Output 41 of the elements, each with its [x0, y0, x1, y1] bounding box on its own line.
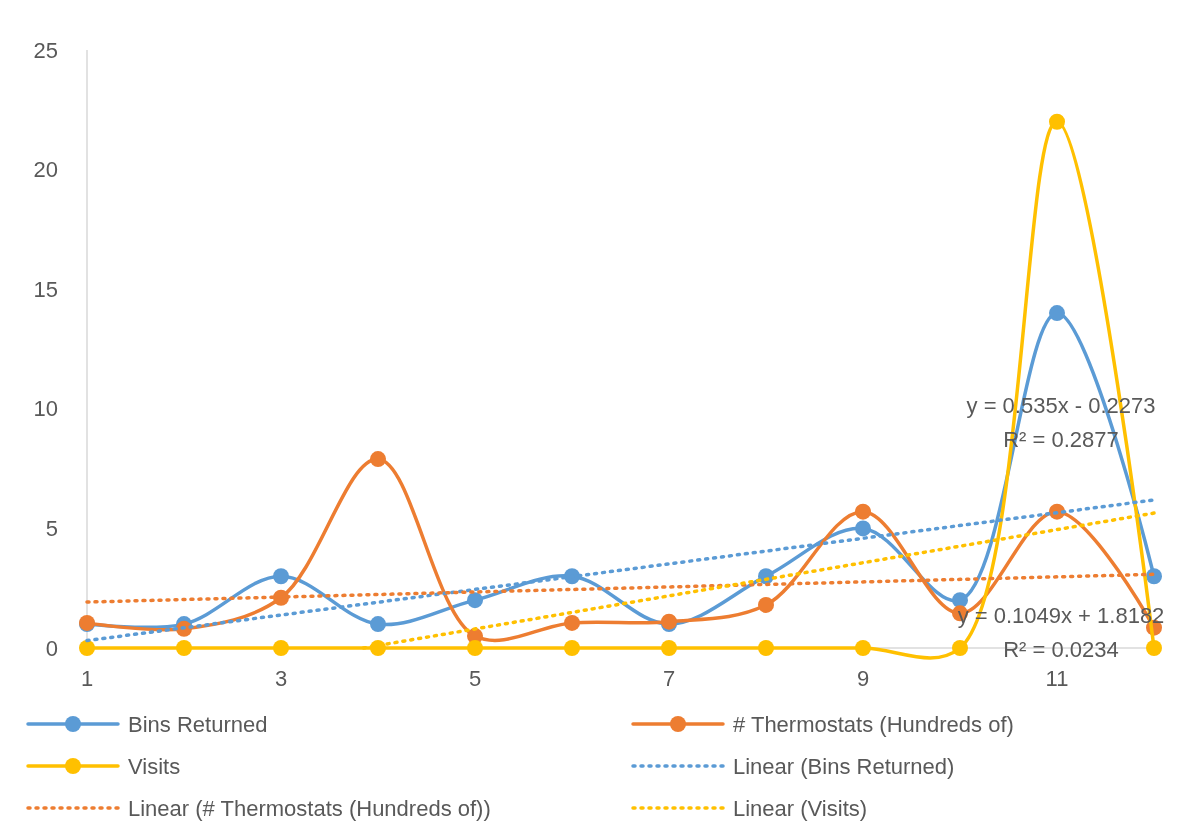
point — [370, 451, 386, 468]
legend-label: # Thermostats (Hundreds of) — [733, 711, 1014, 737]
point — [176, 640, 192, 656]
y-tick-label: 25 — [33, 37, 58, 63]
legend-label: Bins Returned — [128, 711, 268, 737]
point — [273, 568, 289, 585]
point — [1146, 568, 1162, 585]
point — [564, 640, 580, 656]
legend-label: Linear (Visits) — [733, 795, 868, 821]
point — [564, 614, 580, 631]
point — [661, 640, 677, 656]
x-tick-label: 1 — [80, 666, 94, 691]
point — [467, 592, 483, 609]
y-tick-label: 15 — [33, 276, 58, 302]
x-tick-label: 9 — [856, 666, 870, 691]
y-tick-label: 0 — [45, 635, 58, 661]
point — [855, 503, 871, 520]
point — [952, 640, 968, 656]
x-tick-label: 3 — [274, 666, 288, 691]
legend-label: Visits — [128, 753, 181, 779]
legend-label: Linear (# Thermostats (Hundreds of)) — [128, 795, 491, 821]
point — [1146, 640, 1162, 656]
point — [758, 596, 774, 613]
point — [758, 640, 774, 656]
y-tick-label: 20 — [33, 157, 58, 183]
point — [1049, 305, 1065, 322]
point — [855, 520, 871, 537]
legend-label: Linear (Bins Returned) — [733, 753, 955, 779]
point — [467, 640, 483, 656]
point — [952, 592, 968, 609]
annotation: R² = 0.0234 — [1003, 636, 1119, 662]
point — [1049, 113, 1065, 130]
point — [855, 640, 871, 656]
x-tick-label: 7 — [662, 666, 676, 691]
x-tick-label: 5 — [468, 666, 482, 691]
y-tick-label: 5 — [45, 515, 58, 541]
point — [370, 616, 386, 633]
point — [79, 640, 95, 656]
y-tick-label: 10 — [33, 396, 58, 422]
point — [273, 640, 289, 656]
x-tick-label: 11 — [1045, 666, 1069, 691]
